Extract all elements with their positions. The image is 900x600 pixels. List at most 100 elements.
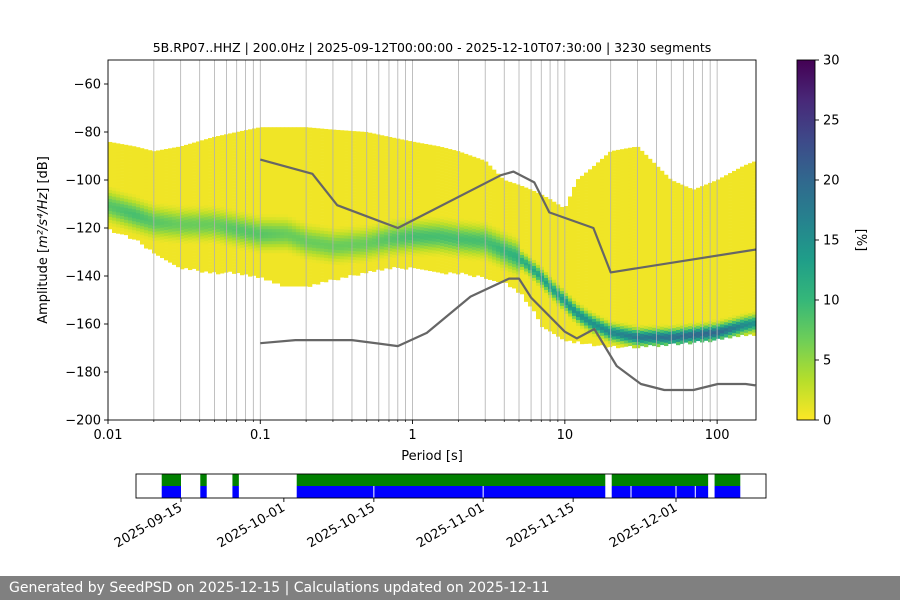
density-cell: [336, 153, 341, 158]
density-cell: [232, 159, 237, 163]
density-cell: [308, 217, 313, 221]
density-cell: [112, 196, 117, 200]
density-cell: [420, 248, 425, 252]
density-cell: [348, 217, 353, 222]
density-cell: [380, 174, 385, 178]
density-cell: [336, 246, 341, 251]
density-cell: [360, 200, 365, 204]
density-cell: [492, 172, 497, 176]
density-cell: [516, 211, 521, 215]
density-cell: [280, 130, 285, 134]
density-cell: [256, 175, 261, 179]
density-cell: [244, 205, 249, 209]
density-cell: [120, 216, 125, 220]
density-cell: [200, 230, 205, 234]
density-cell: [400, 169, 405, 173]
density-cell: [368, 153, 373, 158]
density-cell: [500, 225, 505, 230]
density-cell: [208, 231, 213, 235]
density-cell: [344, 256, 349, 260]
density-cell: [284, 166, 289, 170]
density-cell: [292, 226, 297, 230]
density-cell: [532, 301, 537, 306]
density-cell: [200, 173, 205, 177]
density-cell: [380, 189, 385, 193]
density-cell: [316, 185, 321, 189]
density-cell: [124, 144, 129, 149]
density-cell: [276, 142, 281, 146]
density-cell: [496, 233, 501, 237]
density-cell: [484, 263, 489, 267]
density-cell: [332, 219, 337, 223]
density-cell: [324, 197, 329, 202]
density-cell: [388, 167, 393, 171]
density-cell: [240, 148, 245, 153]
density-cell: [296, 262, 301, 266]
density-cell: [464, 171, 469, 176]
density-cell: [268, 199, 273, 203]
density-cell: [460, 203, 465, 207]
density-cell: [308, 187, 313, 191]
density-cell: [428, 168, 433, 173]
density-cell: [372, 151, 377, 155]
density-cell: [516, 199, 521, 203]
density-cell: [252, 128, 257, 132]
density-cell: [208, 207, 213, 211]
density-cell: [196, 213, 201, 217]
density-cell: [196, 261, 201, 265]
density-cell: [512, 279, 517, 283]
density-cell: [428, 147, 433, 152]
density-cell: [320, 233, 325, 237]
density-cell: [564, 218, 569, 222]
density-cell: [452, 159, 457, 163]
density-cell: [264, 196, 269, 200]
density-cell: [276, 280, 281, 284]
density-cell: [296, 196, 301, 200]
density-cell: [416, 205, 421, 209]
density-cell: [264, 142, 269, 146]
density-cell: [276, 151, 281, 155]
density-cell: [472, 246, 477, 251]
density-cell: [388, 158, 393, 162]
density-cell: [248, 234, 253, 238]
density-cell: [364, 227, 369, 232]
density-cell: [356, 209, 361, 213]
density-cell: [448, 221, 453, 225]
density-cell: [328, 153, 333, 157]
density-cell: [268, 214, 273, 218]
density-cell: [164, 173, 169, 177]
density-cell: [388, 194, 393, 198]
density-cell: [520, 206, 525, 211]
density-cell: [296, 229, 301, 233]
density-cell: [348, 232, 353, 237]
density-cell: [280, 193, 285, 197]
density-cell: [324, 239, 329, 244]
density-cell: [508, 217, 513, 222]
density-cell: [256, 238, 261, 242]
density-cell: [348, 175, 353, 180]
density-cell: [244, 214, 249, 218]
density-cell: [140, 202, 145, 206]
density-cell: [536, 309, 541, 314]
density-cell: [136, 195, 141, 199]
density-cell: [412, 183, 417, 188]
density-cell: [260, 142, 265, 146]
density-cell: [388, 143, 393, 147]
density-cell: [460, 230, 465, 234]
density-cell: [136, 237, 141, 241]
density-cell: [372, 214, 377, 218]
density-cell: [428, 234, 433, 239]
density-cell: [280, 205, 285, 209]
density-cell: [268, 202, 273, 206]
chart-title: 5B.RP07..HHZ | 200.0Hz | 2025-09-12T00:0…: [153, 40, 712, 55]
density-cell: [388, 170, 393, 174]
density-cell: [552, 306, 557, 311]
density-cell: [268, 163, 273, 167]
density-cell: [220, 219, 225, 223]
density-cell: [436, 245, 441, 249]
density-cell: [168, 172, 173, 176]
density-cell: [168, 244, 173, 248]
density-cell: [540, 290, 545, 295]
density-cell: [496, 215, 501, 219]
density-cell: [180, 263, 185, 267]
